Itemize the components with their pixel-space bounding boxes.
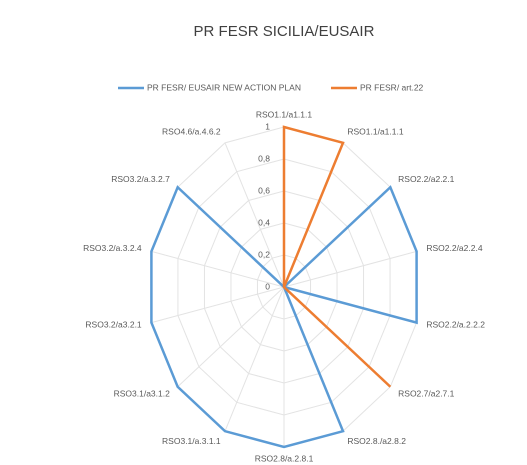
category-label: RSO2.8/a.2.8.1: [255, 453, 314, 463]
series-line: [150, 185, 418, 449]
legend-label: PR FESR/ EUSAIR NEW ACTION PLAN: [147, 82, 301, 92]
category-label: RSO2.2/a.2.2.2: [426, 320, 485, 330]
category-label: RSO3.2/a.3.2.4: [83, 243, 142, 253]
category-label: RSO4.6/a.4.6.2: [162, 126, 221, 136]
category-label: RSO2.7/a2.7.1: [398, 388, 455, 398]
category-label: RSO2.2/a2.2.4: [426, 243, 483, 253]
category-label: RSO3.2/a.3.2.7: [111, 174, 170, 184]
category-label: RSO2.2/a2.2.1: [398, 174, 455, 184]
chart-title: PR FESR SICILIA/EUSAIR: [194, 23, 375, 40]
series-line: [282, 125, 392, 388]
category-label: RSO2.8./a2.8.2: [347, 436, 406, 446]
category-label: RSO1.1/a1.1.1: [347, 126, 404, 136]
category-label: RSO3.2/a3.2.1: [85, 320, 142, 330]
spoke: [224, 286, 285, 432]
spoke: [151, 286, 285, 324]
legend-label: PR FESR/ art.22: [360, 82, 424, 92]
tick-label: 0,2: [258, 249, 270, 259]
spoke: [283, 250, 417, 288]
category-label: RSO3.1/a.3.1.1: [162, 436, 221, 446]
tick-label: 0: [265, 281, 270, 291]
spoke: [224, 142, 285, 288]
spoke: [177, 286, 285, 388]
tick-label: 0,8: [258, 153, 270, 163]
tick-label: 1: [265, 121, 270, 131]
tick-label: 0,4: [258, 217, 270, 227]
category-label: RSO3.1/a3.1.2: [114, 388, 171, 398]
tick-label: 0,6: [258, 185, 270, 195]
spoke: [151, 250, 285, 288]
category-label: RSO1.1/a1.1.1: [256, 109, 313, 119]
